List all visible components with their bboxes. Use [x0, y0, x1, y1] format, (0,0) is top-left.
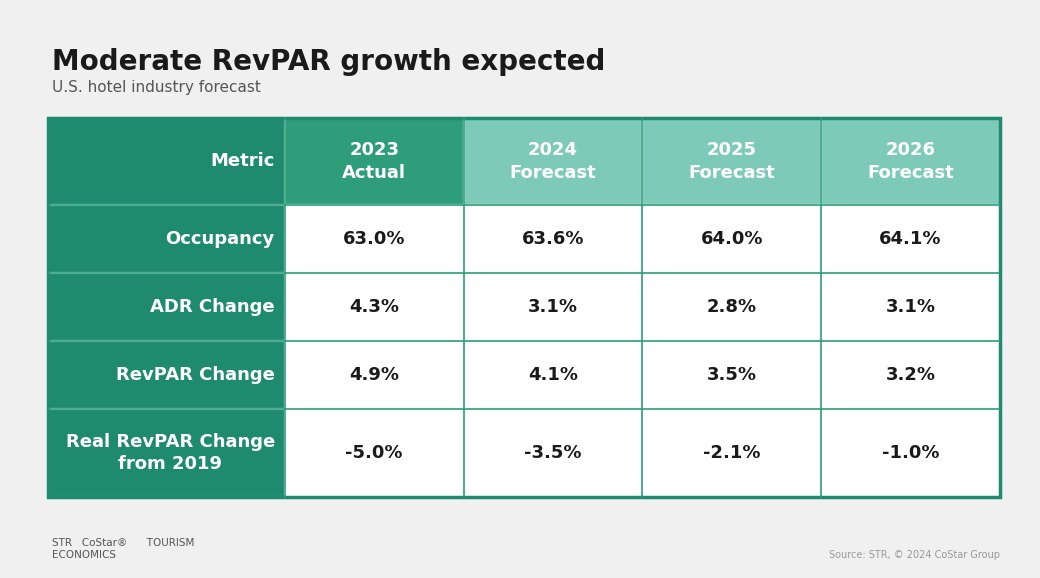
Text: ADR Change: ADR Change [150, 298, 275, 316]
Bar [464, 409, 643, 497]
Bar [48, 205, 285, 273]
Bar [643, 341, 822, 409]
Text: -3.5%: -3.5% [524, 444, 581, 462]
Bar [822, 118, 1000, 205]
Text: 64.1%: 64.1% [880, 230, 942, 248]
Text: 3.2%: 3.2% [886, 366, 936, 384]
Bar [285, 341, 464, 409]
Text: U.S. hotel industry forecast: U.S. hotel industry forecast [52, 80, 261, 95]
Text: 2026
Forecast: 2026 Forecast [867, 141, 954, 182]
Bar [48, 118, 285, 205]
Bar [48, 341, 285, 409]
Bar [643, 205, 822, 273]
Text: Source: STR, © 2024 CoStar Group: Source: STR, © 2024 CoStar Group [829, 550, 1000, 560]
Bar [285, 409, 464, 497]
Bar [464, 341, 643, 409]
Text: 2025
Forecast: 2025 Forecast [688, 141, 775, 182]
Bar [48, 273, 285, 341]
Bar [285, 273, 464, 341]
Text: -1.0%: -1.0% [882, 444, 939, 462]
Text: 4.3%: 4.3% [349, 298, 399, 316]
Text: STR   CoStar®      TOURISM
ECONOMICS: STR CoStar® TOURISM ECONOMICS [52, 538, 194, 560]
Text: RevPAR Change: RevPAR Change [115, 366, 275, 384]
Text: Moderate RevPAR growth expected: Moderate RevPAR growth expected [52, 48, 605, 76]
Bar [48, 118, 1000, 497]
Bar [643, 409, 822, 497]
Text: 4.1%: 4.1% [528, 366, 578, 384]
Bar [464, 273, 643, 341]
Bar [643, 118, 822, 205]
Text: -5.0%: -5.0% [345, 444, 402, 462]
Bar [285, 118, 464, 205]
Text: 63.0%: 63.0% [343, 230, 406, 248]
Bar [643, 273, 822, 341]
Text: Metric: Metric [210, 153, 275, 171]
Text: 3.5%: 3.5% [707, 366, 757, 384]
Bar [48, 409, 285, 497]
Text: Occupancy: Occupancy [165, 230, 275, 248]
Text: 3.1%: 3.1% [528, 298, 578, 316]
Text: 2024
Forecast: 2024 Forecast [510, 141, 596, 182]
Bar [822, 205, 1000, 273]
Text: 3.1%: 3.1% [886, 298, 936, 316]
Text: 63.6%: 63.6% [522, 230, 584, 248]
Text: 2023
Actual: 2023 Actual [342, 141, 407, 182]
Text: 2.8%: 2.8% [707, 298, 757, 316]
Bar [464, 118, 643, 205]
Bar [464, 205, 643, 273]
Text: -2.1%: -2.1% [703, 444, 760, 462]
Bar [822, 409, 1000, 497]
Text: 64.0%: 64.0% [701, 230, 763, 248]
Bar [822, 273, 1000, 341]
Bar [285, 205, 464, 273]
Text: Real RevPAR Change
from 2019: Real RevPAR Change from 2019 [66, 432, 275, 473]
Bar [822, 341, 1000, 409]
Text: 4.9%: 4.9% [349, 366, 399, 384]
